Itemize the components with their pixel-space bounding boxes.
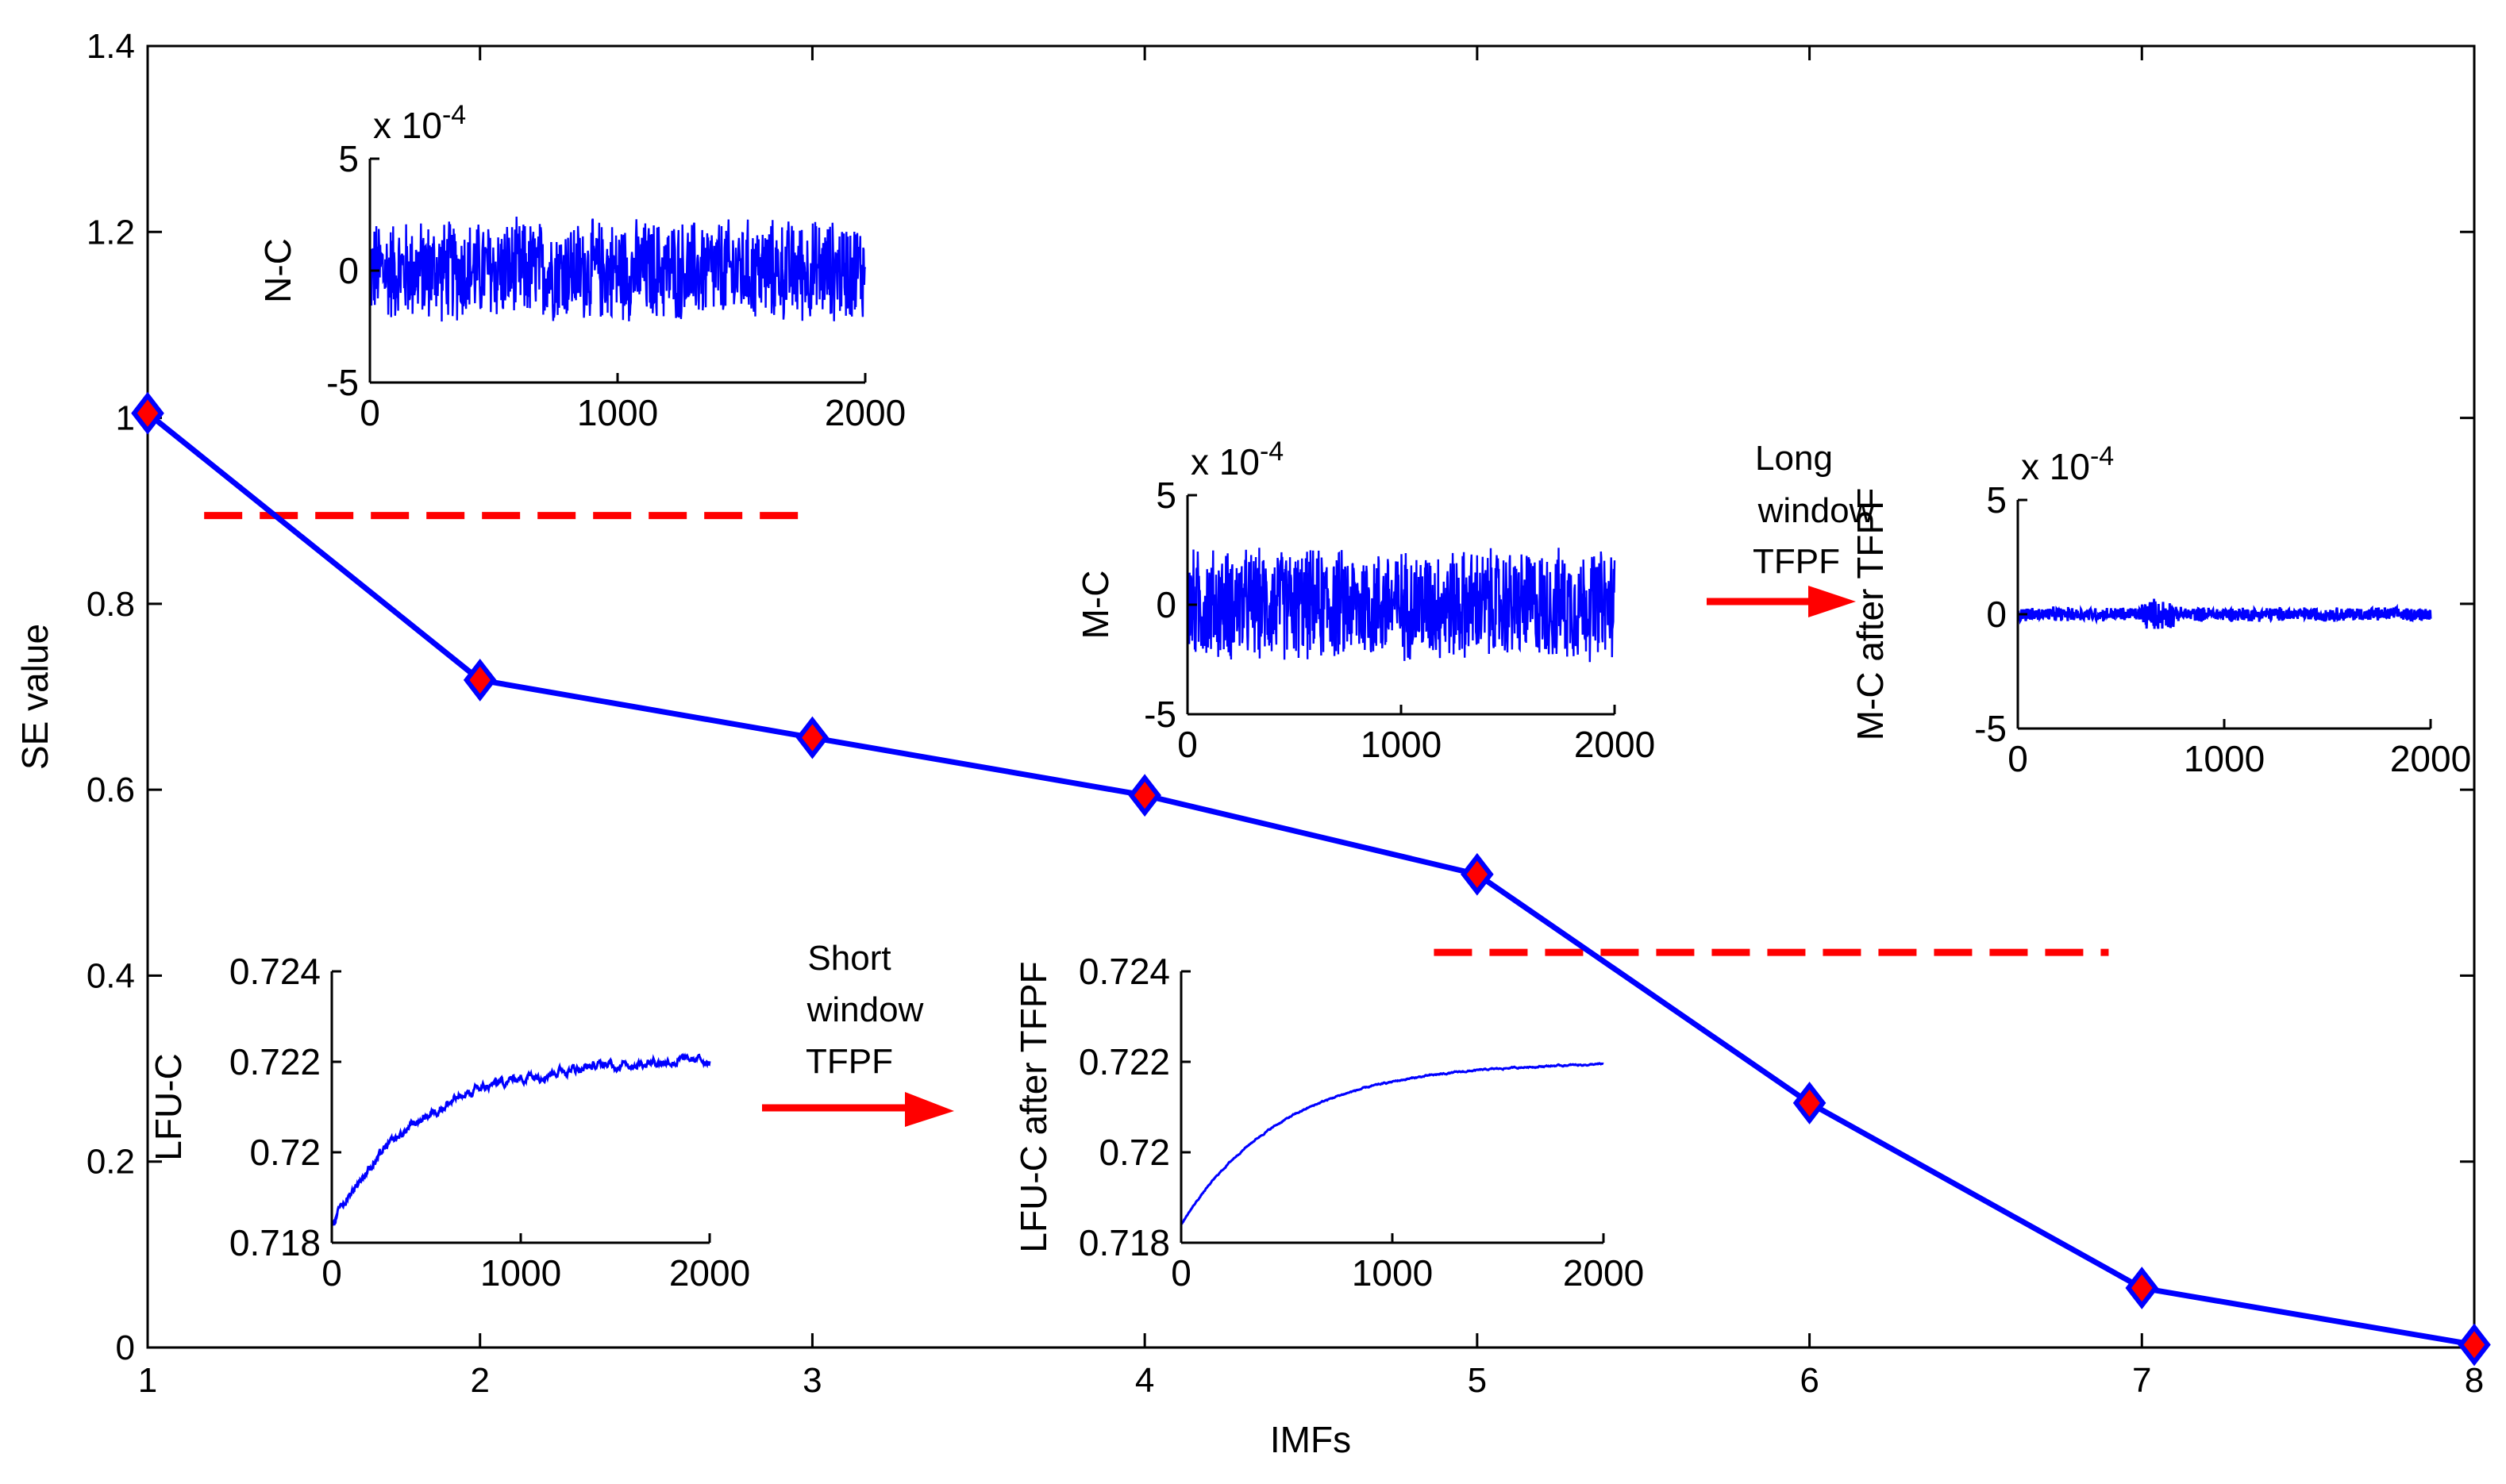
inset-x-tick-label: 1000	[577, 392, 658, 433]
inset-signal-line	[368, 216, 867, 322]
inset-signal-line	[1186, 548, 1616, 663]
inset-y-tick-label: 5	[1156, 475, 1176, 516]
data-point-marker	[131, 391, 164, 435]
main-plot-frame	[146, 44, 2476, 1349]
inset-x-tick-label: 2000	[669, 1252, 750, 1294]
main-series	[131, 391, 2491, 1367]
inset-y-axis-label: LFU-C	[148, 1053, 189, 1160]
inset-y-tick-label: 0.724	[1079, 951, 1170, 992]
inset-y-tick-label: 0.72	[249, 1132, 321, 1173]
inset-signal-line	[2016, 598, 2432, 629]
y-axis-label: SE value	[14, 624, 56, 770]
inset-x-tick-label: 0	[360, 392, 380, 433]
y-tick-label: 1	[116, 399, 135, 438]
long-annotation-line-1: Long	[1755, 439, 1833, 478]
data-point-marker	[1461, 852, 1494, 896]
inset-y-axis-label: M-C after TFPF	[1850, 488, 1891, 741]
inset-x-tick-label: 2000	[825, 392, 906, 433]
long-window-annotation: Long window TFPF	[1707, 439, 1875, 617]
y-tick-label: 0.2	[87, 1143, 135, 1182]
inset-y-tick-label: -5	[1144, 694, 1176, 735]
inset-x-tick-label: 1000	[1361, 724, 1442, 765]
x-tick-label: 3	[803, 1361, 822, 1400]
inset-y-tick-label: -5	[326, 362, 359, 403]
inset-y-tick-label: 0	[338, 250, 359, 291]
y-tick-label: 1.2	[87, 213, 135, 252]
x-axis-label: IMFs	[1270, 1419, 1351, 1460]
inset-x-tick-label: 1000	[2184, 738, 2265, 779]
inset-y-tick-label: 0	[1986, 594, 2007, 635]
inset-lfu-c-plot: 0 1000 2000 0.724 0.722 0.72 0.718 LFU-C	[148, 951, 750, 1294]
data-point-marker	[1128, 774, 1161, 817]
inset-y-axis-label: N-C	[257, 238, 298, 303]
inset-exponent-label: x 10-4	[2021, 441, 2114, 487]
data-point-marker	[2458, 1323, 2491, 1367]
main-axes: 1 2 3 4 5 6 7 8 0 0.2 0.4 0.6 0.8 1 1.2 1.4 IMFs SE val…	[14, 27, 2491, 1460]
inset-exponent-label: x 10-4	[1191, 436, 1284, 482]
x-tick-label: 4	[1135, 1361, 1154, 1400]
inset-x-tick-label: 0	[1171, 1252, 1191, 1294]
inset-x-tick-label: 2000	[1563, 1252, 1644, 1294]
inset-y-tick-label: 5	[1986, 479, 2007, 521]
inset-x-tick-label: 0	[1177, 724, 1198, 765]
data-point-marker	[463, 659, 497, 702]
inset-y-tick-label: 0.718	[1079, 1222, 1170, 1263]
inset-y-tick-label: 0.724	[229, 951, 321, 992]
short-annotation-line-3: TFPF	[806, 1042, 893, 1081]
inset-lfu-c-after-tfpf-plot: 0 1000 2000 0.724 0.722 0.72 0.718 LFU-C after …	[1013, 951, 1644, 1294]
x-tick-label: 6	[1800, 1361, 1819, 1400]
short-window-arrow	[762, 1092, 954, 1127]
data-point-marker	[2125, 1267, 2159, 1309]
main-ticks: 1 2 3 4 5 6 7 8 0 0.2 0.4 0.6 0.8 1 1.2 1.4	[87, 27, 2484, 1400]
long-annotation-line-2: window	[1757, 491, 1875, 530]
inset-x-tick-label: 0	[321, 1252, 342, 1294]
data-point-marker	[795, 716, 830, 759]
short-window-annotation: Short window TFPF	[762, 939, 954, 1127]
y-tick-label: 0.8	[87, 585, 135, 624]
inset-y-tick-label: 0.722	[229, 1041, 321, 1082]
se-value-line	[145, 410, 2475, 1348]
inset-x-tick-label: 1000	[480, 1252, 561, 1294]
inset-y-tick-label: 0.718	[229, 1222, 321, 1263]
x-tick-label: 7	[2132, 1361, 2151, 1400]
inset-signal-line	[1180, 1061, 1604, 1225]
inset-y-tick-label: 0	[1156, 584, 1176, 625]
inset-y-axis-label: M-C	[1075, 571, 1116, 640]
inset-exponent-label: x 10-4	[373, 100, 466, 146]
inset-y-tick-label: 5	[338, 138, 359, 179]
y-tick-label: 0	[116, 1328, 135, 1367]
x-tick-label: 2	[470, 1361, 489, 1400]
inset-x-tick-label: 2000	[2390, 738, 2471, 779]
short-annotation-line-1: Short	[807, 939, 891, 978]
inset-y-axis-label: LFU-C after TFPF	[1013, 961, 1054, 1252]
long-annotation-line-3: TFPF	[1753, 542, 1840, 581]
y-tick-label: 1.4	[87, 27, 135, 66]
inset-y-tick-label: -5	[1974, 708, 2007, 749]
inset-y-tick-label: 0.722	[1079, 1041, 1170, 1082]
threshold-lines	[204, 512, 2109, 956]
y-tick-label: 0.6	[87, 771, 135, 809]
inset-x-tick-label: 1000	[1352, 1252, 1433, 1294]
long-window-arrow	[1707, 586, 1856, 617]
x-tick-label: 8	[2465, 1361, 2484, 1400]
short-annotation-line-2: window	[806, 990, 924, 1029]
inset-x-tick-label: 0	[2007, 738, 2028, 779]
x-tick-label: 5	[1468, 1361, 1487, 1400]
inset-x-tick-label: 2000	[1574, 724, 1655, 765]
inset-y-tick-label: 0.72	[1099, 1132, 1170, 1173]
y-tick-label: 0.4	[87, 956, 135, 995]
inset-signal-line	[330, 1052, 711, 1227]
data-point-marker	[1792, 1082, 1827, 1125]
x-tick-label: 1	[138, 1361, 157, 1400]
